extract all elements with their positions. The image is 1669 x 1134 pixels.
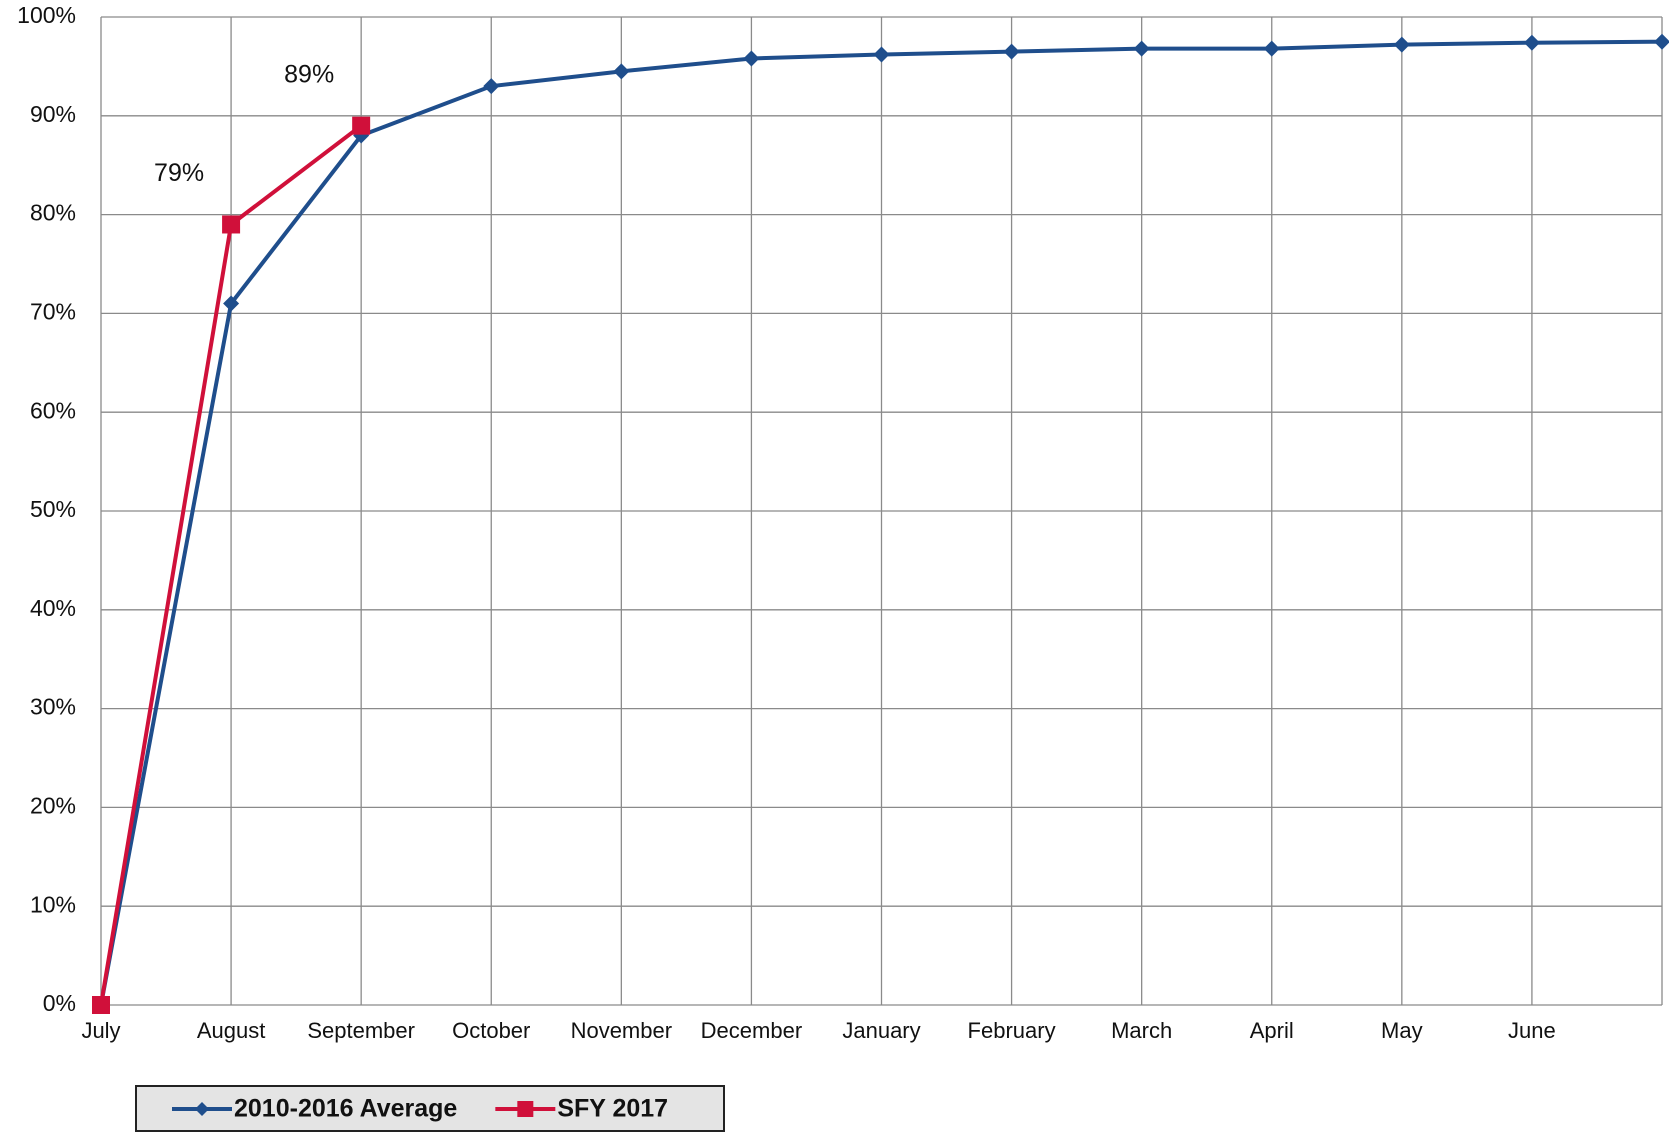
- x-tick-label: September: [307, 1018, 415, 1043]
- x-tick-label: July: [81, 1018, 120, 1043]
- x-tick-label: December: [701, 1018, 802, 1043]
- y-tick-label: 90%: [30, 101, 76, 127]
- legend-marker: [517, 1101, 534, 1117]
- legend: 2010-2016 Average SFY 2017: [135, 1085, 725, 1132]
- point: [222, 215, 241, 234]
- point: [1263, 40, 1280, 57]
- x-tick-label: January: [842, 1018, 920, 1043]
- point: [613, 63, 630, 80]
- point: [1133, 40, 1150, 57]
- x-tick-label: May: [1381, 1018, 1423, 1043]
- point: [1393, 36, 1410, 53]
- y-tick-label: 20%: [30, 792, 76, 818]
- y-tick-label: 50%: [30, 496, 76, 522]
- point: [873, 46, 890, 63]
- point: [483, 78, 500, 95]
- point: [1523, 34, 1540, 51]
- y-tick-label: 70%: [30, 298, 76, 324]
- y-tick-label: 10%: [30, 891, 76, 917]
- y-tick-label: 40%: [30, 595, 76, 621]
- x-tick-label: April: [1250, 1018, 1294, 1043]
- y-tick-label: 60%: [30, 397, 76, 423]
- data-label: 89%: [284, 60, 334, 88]
- legend-box: [135, 1085, 725, 1132]
- x-tick-label: November: [571, 1018, 672, 1043]
- y-tick-label: 100%: [17, 2, 76, 28]
- data-label: 79%: [154, 159, 204, 187]
- point: [92, 996, 110, 1014]
- x-tick-label: March: [1111, 1018, 1172, 1043]
- y-tick-label: 80%: [30, 200, 76, 226]
- x-tick-label: February: [968, 1018, 1056, 1043]
- point: [1003, 43, 1020, 60]
- legend-label: 2010-2016 Average: [234, 1095, 457, 1123]
- point: [743, 50, 760, 67]
- x-tick-label: October: [452, 1018, 530, 1043]
- y-tick-label: 30%: [30, 694, 76, 720]
- x-tick-label: June: [1508, 1018, 1556, 1043]
- point: [1654, 33, 1669, 50]
- legend-label: SFY 2017: [557, 1095, 668, 1123]
- x-tick-label: August: [197, 1018, 266, 1043]
- y-tick-label: 0%: [43, 990, 76, 1016]
- point: [352, 116, 371, 135]
- point: [223, 295, 240, 312]
- legend-marker: [195, 1102, 209, 1116]
